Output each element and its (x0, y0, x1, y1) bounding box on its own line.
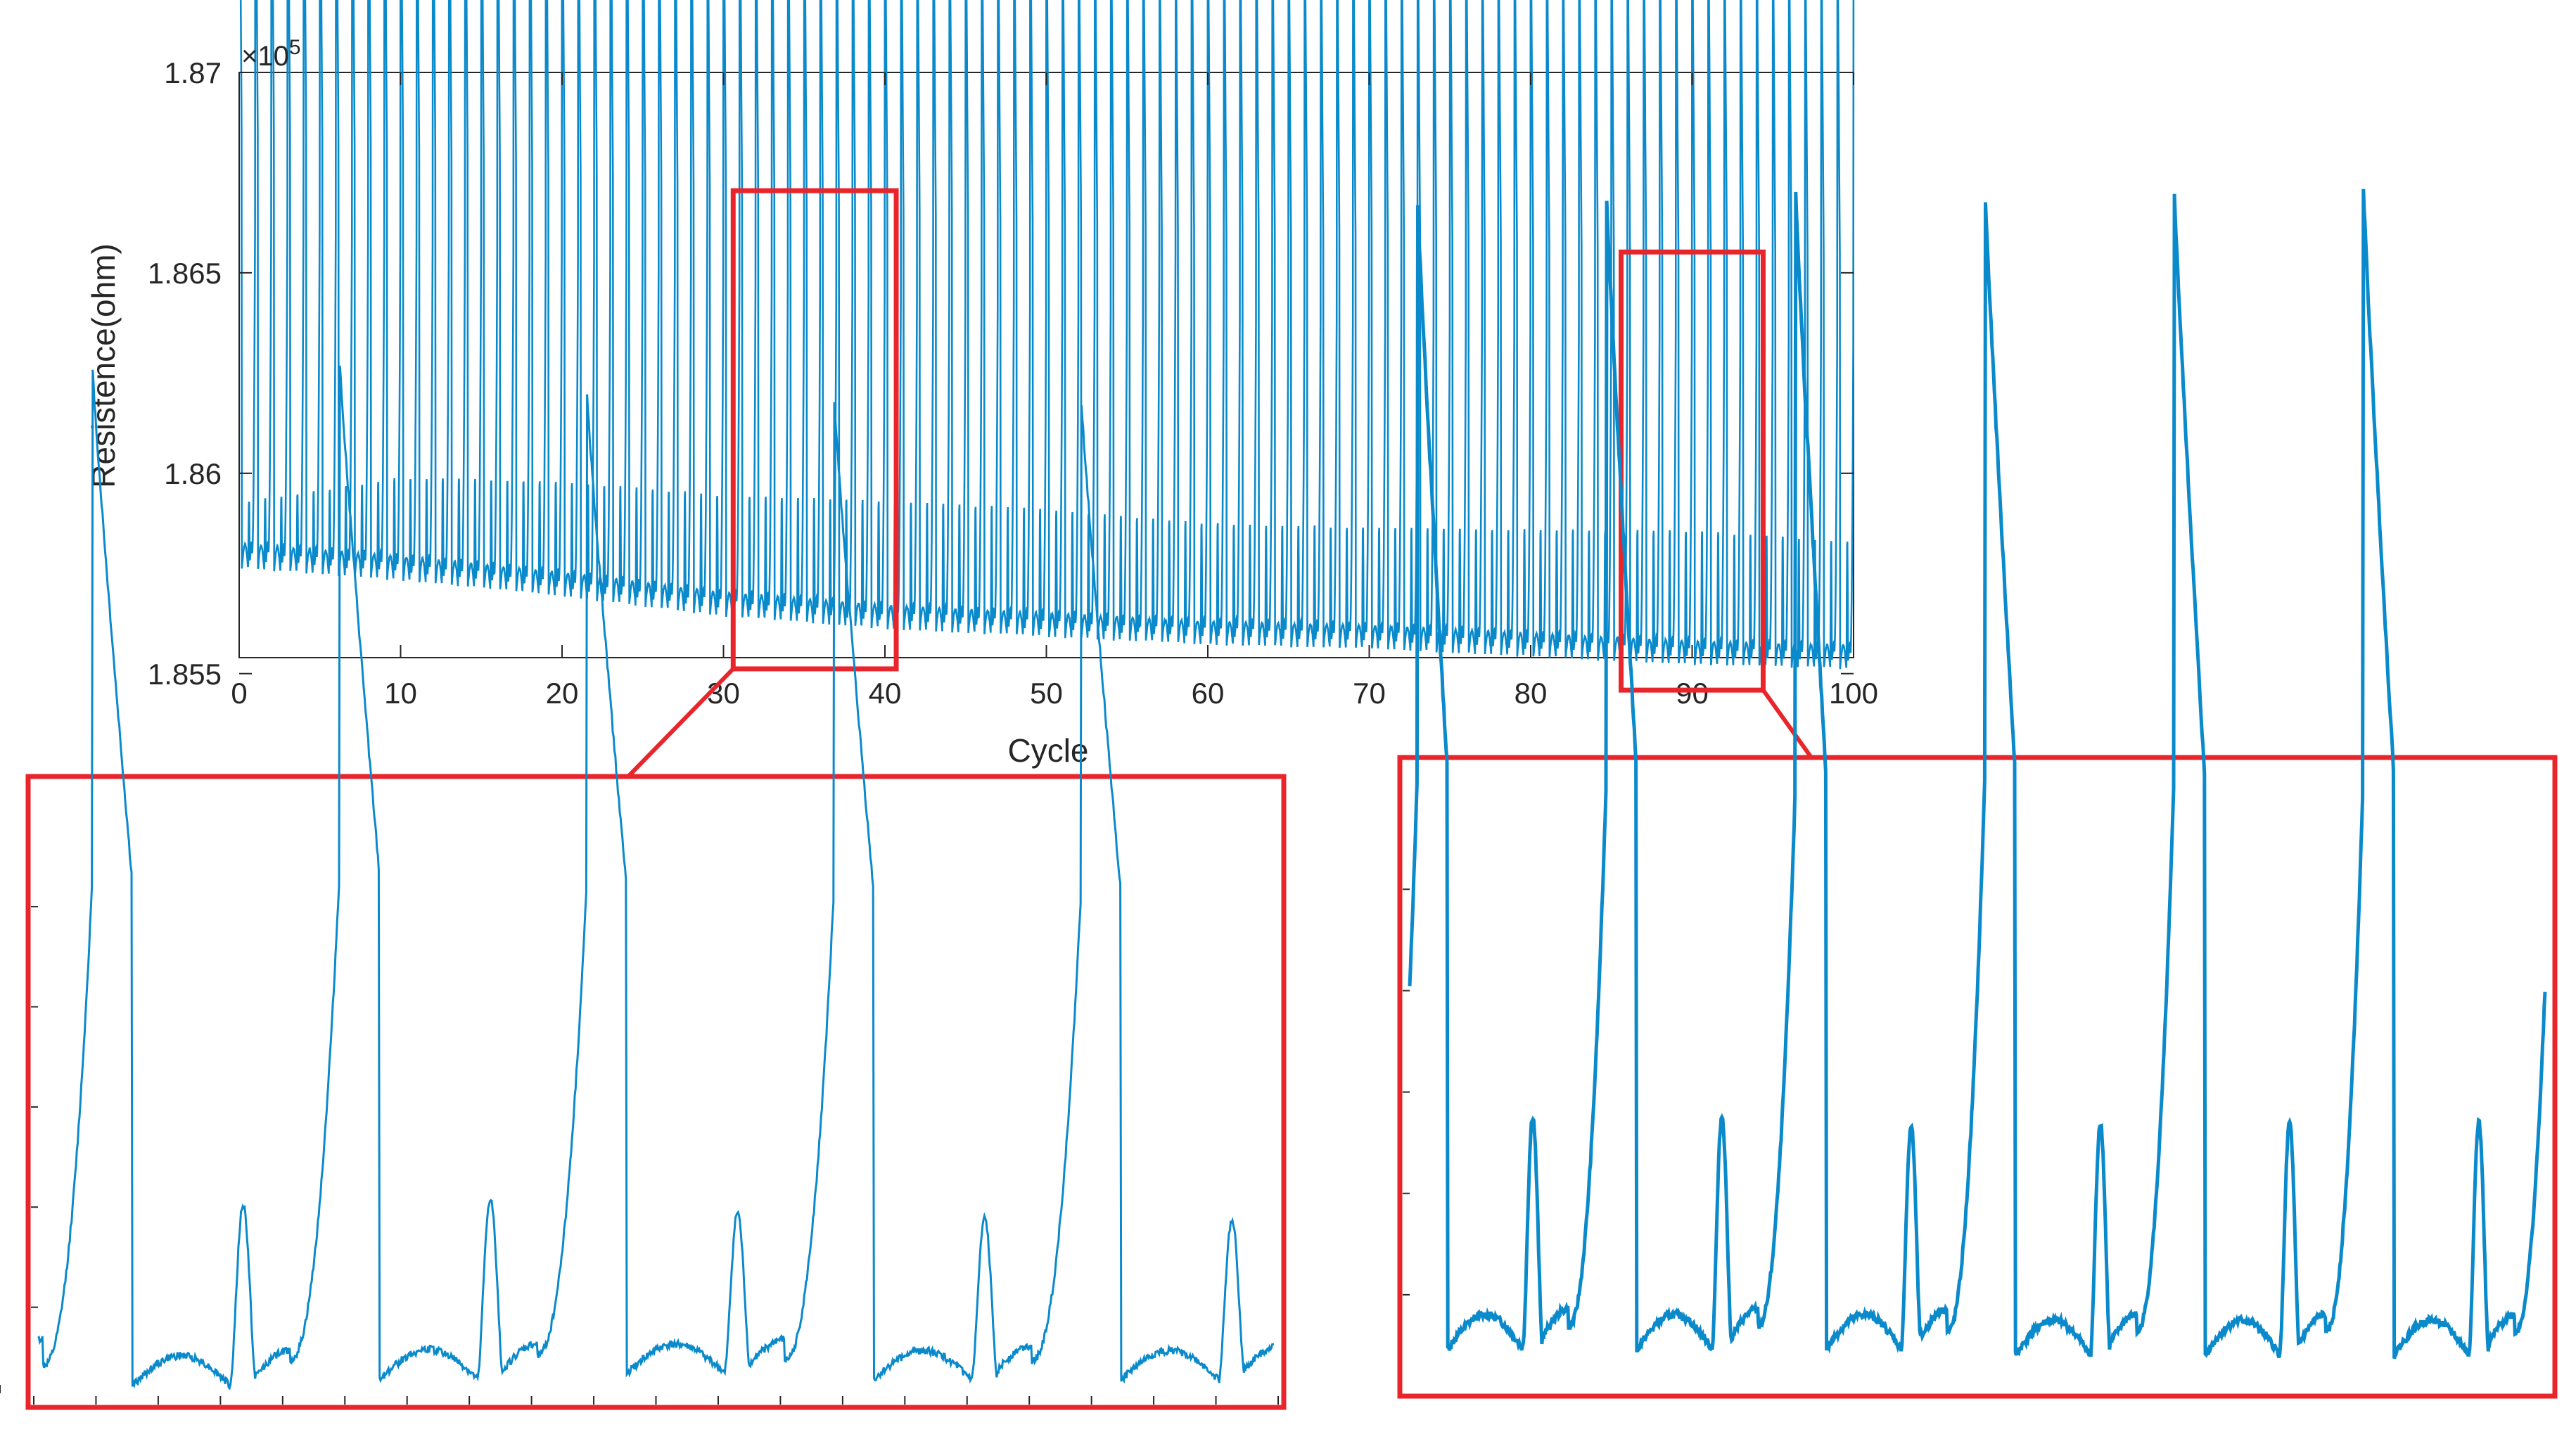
y-tick-label: 1.87 (164, 56, 222, 89)
y-axis-exponent: ×105 (241, 36, 301, 72)
x-tick-label: 10 (384, 677, 417, 710)
x-tick-label: 40 (869, 677, 902, 710)
zoom-left-panel (25, 365, 1287, 1410)
main-chart: 0 10 20 30 40 50 60 70 80 90 100 1.8551.861.8651.8… (85, 0, 1878, 769)
main-y-axis: 1.855 1.86 1.865 1.87 (148, 56, 1854, 691)
x-axis-label: Cycle (1007, 732, 1088, 769)
y-axis-exponent-base: ×10 (241, 41, 289, 72)
x-tick-label: 0 (231, 677, 247, 710)
y-tick-label: 1.865 (148, 257, 222, 290)
zoom-left-frame (25, 774, 1287, 1410)
zoom-right-panel (0, 188, 2558, 1399)
connector-left (626, 667, 735, 779)
zoom-right-ticks (0, 888, 1410, 1393)
highlight-box-1 (730, 188, 899, 672)
zoom-left-series-line (37, 365, 1275, 1391)
y-axis-exponent-power: 5 (289, 36, 301, 59)
x-tick-label: 20 (546, 677, 579, 710)
x-tick-label: 30 (707, 677, 740, 710)
y-tick-label: 1.86 (164, 457, 222, 490)
x-tick-label: 70 (1353, 677, 1386, 710)
x-tick-label: 60 (1192, 677, 1225, 710)
zoom-right-frame (1397, 755, 2558, 1399)
connector-right (1761, 689, 1813, 759)
y-axis-label: Resistence(ohm) (85, 243, 122, 488)
x-tick-label: 100 (1829, 677, 1878, 710)
zoom-left-ticks (31, 906, 1279, 1405)
x-tick-label: 90 (1676, 677, 1709, 710)
main-x-axis: 0 10 20 30 40 50 60 70 80 90 100 (231, 72, 1878, 710)
main-series-line (239, 0, 1855, 670)
x-tick-label: 80 (1515, 677, 1548, 710)
x-tick-label: 50 (1030, 677, 1063, 710)
zoom-right-series-line (1408, 188, 2547, 1360)
y-tick-label: 1.855 (148, 658, 222, 691)
